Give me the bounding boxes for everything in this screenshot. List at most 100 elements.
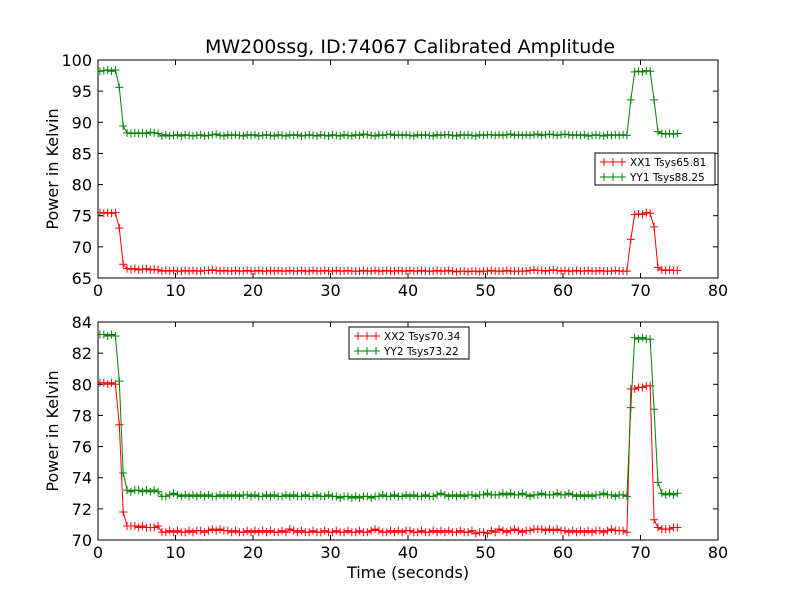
y-tick-label: 80	[72, 176, 92, 195]
data-point	[398, 528, 407, 537]
data-point	[219, 492, 228, 501]
data-point	[297, 266, 306, 275]
data-point	[498, 131, 507, 140]
data-point	[514, 490, 523, 499]
data-point	[103, 332, 112, 341]
legend-marker	[600, 173, 608, 181]
data-point	[564, 489, 573, 498]
data-point	[448, 131, 457, 140]
data-point	[576, 526, 585, 535]
data-point	[208, 525, 217, 534]
data-point	[374, 492, 383, 501]
data-point	[169, 489, 178, 498]
data-point	[483, 267, 492, 276]
data-point	[270, 131, 279, 140]
data-point	[196, 526, 205, 535]
data-point	[607, 525, 616, 534]
data-point	[123, 264, 132, 273]
data-point	[638, 333, 647, 342]
x-tick-label: 60	[553, 543, 573, 562]
data-point	[119, 469, 128, 478]
data-point	[204, 490, 213, 499]
y-tick-label: 78	[72, 406, 92, 425]
data-point	[537, 131, 546, 140]
legend-marker	[363, 347, 371, 355]
data-point	[506, 526, 515, 535]
data-point	[359, 130, 368, 139]
data-point	[188, 490, 197, 499]
y-tick-label: 76	[72, 438, 92, 457]
data-point	[293, 130, 302, 139]
data-point	[580, 130, 589, 139]
data-point	[467, 131, 476, 140]
data-point	[595, 266, 604, 275]
data-point	[188, 528, 197, 537]
data-point	[351, 528, 360, 537]
data-point	[154, 521, 163, 530]
data-point	[185, 492, 194, 501]
data-point	[433, 528, 442, 537]
y-tick-label: 74	[72, 469, 92, 488]
data-point	[386, 492, 395, 501]
legend: XX1 Tsys65.81 YY1 Tsys88.25	[594, 152, 716, 186]
data-point	[588, 492, 597, 501]
data-point	[371, 525, 380, 534]
data-point	[413, 267, 422, 276]
data-point	[382, 528, 391, 537]
data-point	[580, 528, 589, 537]
data-point	[591, 130, 600, 139]
data-point	[673, 489, 682, 498]
data-point	[332, 266, 341, 275]
data-point	[328, 130, 337, 139]
data-point	[588, 528, 597, 537]
data-point	[250, 490, 259, 499]
data-point	[115, 83, 124, 92]
data-point	[111, 65, 120, 74]
data-point	[607, 490, 616, 499]
data-point	[254, 131, 263, 140]
data-point	[599, 489, 608, 498]
data-point	[177, 267, 186, 276]
data-point	[603, 130, 612, 139]
data-point	[464, 130, 473, 139]
data-point	[568, 267, 577, 276]
data-point	[297, 526, 306, 535]
data-point	[278, 526, 287, 535]
data-point	[553, 525, 562, 534]
data-point	[177, 131, 186, 140]
data-point	[351, 130, 360, 139]
data-point	[495, 490, 504, 499]
data-point	[405, 131, 414, 140]
data-point	[622, 528, 631, 537]
data-point	[456, 130, 465, 139]
data-point	[475, 130, 484, 139]
data-point	[363, 130, 372, 139]
data-point	[460, 131, 469, 140]
data-point	[537, 525, 546, 534]
data-point	[320, 492, 329, 501]
data-point	[405, 266, 414, 275]
data-point	[219, 131, 228, 140]
data-point	[479, 131, 488, 140]
legend-marker	[354, 332, 362, 340]
data-point	[165, 131, 174, 140]
data-point	[518, 131, 527, 140]
x-tick-label: 20	[243, 281, 263, 300]
data-point	[619, 490, 628, 499]
data-point	[514, 526, 523, 535]
data-point	[181, 130, 190, 139]
data-point	[223, 130, 232, 139]
data-point	[533, 130, 542, 139]
data-point	[270, 267, 279, 276]
data-point	[161, 130, 170, 139]
data-point	[576, 131, 585, 140]
legend-label: XX1 Tsys65.81	[630, 157, 706, 169]
plot-area	[98, 330, 682, 538]
legend-marker	[609, 173, 617, 181]
data-point	[301, 131, 310, 140]
data-point	[421, 130, 430, 139]
data-point	[247, 492, 256, 501]
data-point	[150, 265, 159, 274]
data-point	[475, 267, 484, 276]
y-tick-label: 90	[72, 113, 92, 132]
